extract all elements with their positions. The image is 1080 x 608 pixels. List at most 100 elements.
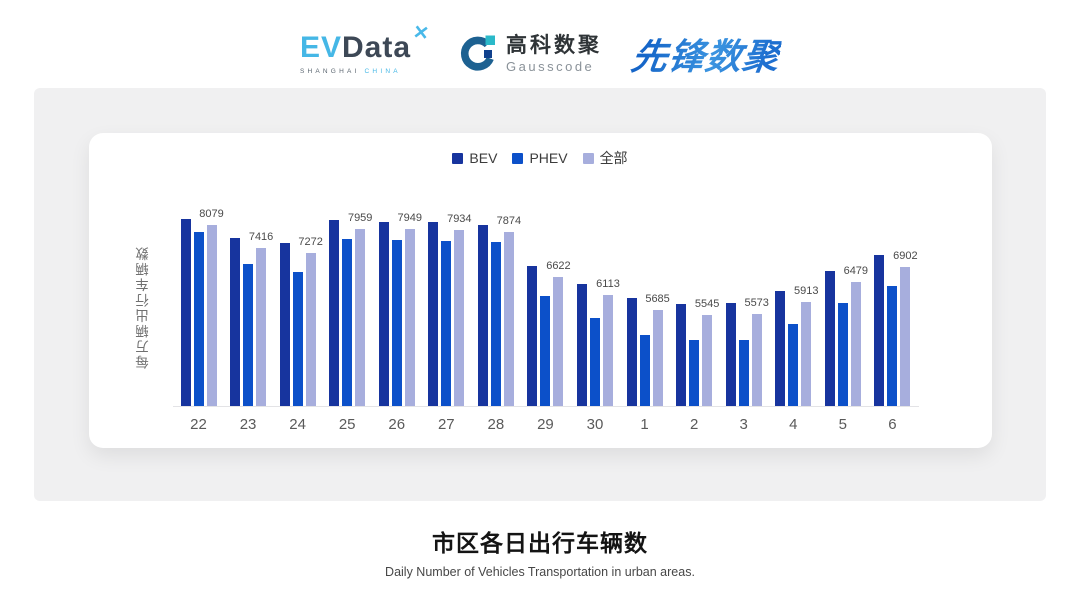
gausscode-logo: 高科数聚 Gausscode (457, 34, 602, 74)
bar-全部 (404, 229, 415, 406)
x-tick-label: 5 (838, 416, 847, 433)
bar-全部 (256, 248, 267, 406)
x-tick-label: 6 (888, 416, 897, 433)
data-label: 5913 (794, 284, 819, 297)
bar-group: 8079 (180, 208, 224, 406)
bar-全部 (850, 281, 861, 406)
bar-PHEV (292, 271, 303, 406)
x-tick-label: 27 (437, 416, 455, 433)
bar-group: 7949 (378, 212, 422, 406)
bar-全部 (553, 276, 564, 406)
bar-全部 (751, 314, 762, 406)
data-label: 5573 (744, 297, 769, 310)
data-label: 7416 (248, 231, 274, 244)
legend-label: BEV (469, 150, 498, 166)
bar-全部 (206, 224, 217, 406)
bar-group: 5545 (676, 298, 719, 406)
x-tick-label: 30 (586, 416, 604, 433)
bar-PHEV (738, 339, 749, 406)
evdata-subtext: SHANGHAI CHINA (300, 68, 411, 75)
plot-area: 8079 7416 7272 7959 7949 7934 7874 6622 6113 5685… (172, 207, 919, 433)
bar-BEV (329, 220, 340, 406)
chart-body: 每万辆出行车辆数 8079 7416 7272 7959 7949 7934 7874 662… (89, 207, 992, 433)
bar-全部 (355, 228, 366, 406)
bar-PHEV (441, 240, 452, 406)
bar-PHEV (490, 242, 501, 406)
bar-BEV (775, 291, 786, 406)
bar-全部 (702, 315, 713, 406)
bar-group: 7416 (230, 231, 273, 406)
data-label: 7959 (347, 211, 373, 224)
bar-PHEV (837, 302, 848, 406)
gausscode-cn-text: 高科数聚 (506, 34, 603, 58)
bar-BEV (824, 271, 835, 406)
bar-PHEV (540, 296, 551, 406)
gausscode-en-text: Gausscode (506, 58, 595, 74)
bar-group: 6622 (527, 260, 571, 406)
bar-全部 (801, 302, 812, 406)
x-tick-label: 1 (640, 416, 649, 433)
bar-全部 (454, 229, 465, 406)
bar-PHEV (193, 231, 204, 406)
bar-BEV (527, 265, 538, 406)
x-tick-label: 25 (338, 416, 356, 433)
bar-全部 (503, 231, 514, 406)
bar-PHEV (391, 240, 402, 406)
bar-PHEV (788, 323, 799, 406)
bar-BEV (626, 298, 637, 406)
bar-BEV (279, 243, 290, 406)
legend-label: PHEV (529, 150, 568, 166)
legend-swatch-icon (512, 152, 524, 164)
bar-group: 7959 (329, 212, 372, 406)
bar-group: 6902 (874, 250, 918, 406)
data-label: 7874 (496, 214, 522, 227)
data-label: 5545 (694, 298, 720, 311)
bar-BEV (676, 303, 687, 406)
bar-group: 6479 (824, 265, 868, 406)
bar-BEV (378, 221, 389, 406)
bar-BEV (428, 221, 439, 406)
y-axis-label: 每万辆出行车辆数 (135, 245, 151, 369)
bar-PHEV (590, 317, 600, 406)
chart-panel: BEV PHEV 全部 每万辆出行车辆数 8079 7416 7272 7959 7949 7… (34, 88, 1046, 501)
legend-item: BEV (452, 150, 497, 166)
legend-item: 全部 (582, 148, 628, 168)
bar-全部 (900, 266, 911, 406)
page-title: 市区各日出行车辆数 (432, 530, 648, 556)
bar-PHEV (342, 239, 353, 406)
bar-BEV (725, 303, 736, 406)
gausscode-g-icon (461, 35, 496, 71)
bar-group: 7272 (279, 236, 323, 406)
bar-全部 (603, 294, 613, 406)
bar-group: 7874 (477, 215, 521, 406)
legend-item: PHEV (512, 150, 568, 166)
x-tick-label: 2 (689, 416, 699, 433)
bar-group: 7934 (428, 213, 472, 406)
bar-BEV (577, 283, 587, 406)
x-tick-label: 26 (388, 416, 406, 433)
legend-label: 全部 (599, 150, 628, 166)
x-tick-label: 29 (537, 416, 554, 433)
evdata-subtext-china: CHINA (364, 68, 401, 75)
page-subtitle: Daily Number of Vehicles Transportation … (385, 565, 695, 579)
bar-PHEV (243, 263, 254, 406)
legend-swatch-icon (452, 152, 464, 164)
evdata-ev-text: EV (299, 31, 342, 64)
bar-BEV (477, 224, 488, 406)
bar-PHEV (887, 286, 898, 406)
x-tick-label: 3 (739, 416, 748, 433)
bar-全部 (305, 253, 316, 406)
bars-row: 8079 7416 7272 7959 7949 7934 7874 6622 6113 5685… (172, 207, 919, 407)
bar-group: 5573 (725, 297, 769, 406)
x-tick-label: 22 (190, 416, 207, 433)
chart-card: BEV PHEV 全部 每万辆出行车辆数 8079 7416 7272 7959 7949 7… (88, 133, 992, 448)
data-label: 6113 (596, 277, 620, 290)
data-label: 6622 (546, 259, 571, 272)
pioneer-logo: 先锋数聚 (628, 28, 783, 80)
data-label: 7272 (298, 236, 323, 249)
data-label: 7949 (397, 212, 422, 225)
legend-swatch-icon (582, 152, 594, 164)
x-tick-label: 4 (789, 416, 798, 433)
x-tick-label: 24 (289, 416, 306, 433)
xaxis-row: 22 23 24 25 26 27 28 29 30 1 2 3 4 5 6 (173, 416, 919, 433)
